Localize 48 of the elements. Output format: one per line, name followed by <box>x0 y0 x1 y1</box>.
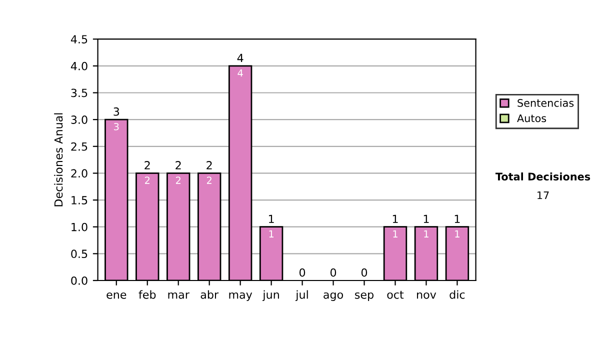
y-axis-title: Decisiones Anual <box>54 113 63 206</box>
text: 2.5 <box>71 142 88 151</box>
total-label: 1 <box>424 214 429 223</box>
x-tick-label: feb <box>138 290 156 299</box>
total-label: 3 <box>114 107 120 116</box>
x-tick-label: dic <box>450 290 465 299</box>
text: 17 <box>538 191 549 200</box>
legend-label: Autos <box>517 114 546 122</box>
text: 4.0 <box>70 62 88 70</box>
x-tick-label: jun <box>262 290 279 301</box>
data-label: 2 <box>144 176 150 184</box>
data-label: 4 <box>238 69 243 77</box>
total-label: 1 <box>268 214 274 223</box>
data-label: 2 <box>206 176 212 184</box>
text: 1.0 <box>72 222 88 232</box>
total-label: 1 <box>454 214 460 223</box>
total-label: 4 <box>237 54 244 62</box>
legend-label: Sentencias <box>518 98 574 107</box>
x-tick-label: mar <box>168 292 190 299</box>
total-label: 0 <box>330 268 336 277</box>
x-tick-label: oct <box>387 290 404 299</box>
total-label: 0 <box>299 268 306 277</box>
data-label: 1 <box>269 230 274 238</box>
total-label: 2 <box>176 161 181 170</box>
text: 3.5 <box>71 88 88 98</box>
total-label: 2 <box>206 161 212 170</box>
data-label: 1 <box>393 230 398 238</box>
total-label: 1 <box>392 214 398 223</box>
data-label: 1 <box>455 230 460 238</box>
data-label: 3 <box>114 122 119 130</box>
total-label: 2 <box>144 161 150 170</box>
x-tick-label: ene <box>106 292 126 299</box>
data-label: 1 <box>424 230 428 238</box>
text: 0.0 <box>71 276 88 285</box>
text: 2.0 <box>71 169 88 178</box>
text: 0.5 <box>71 250 88 258</box>
x-tick-label: nov <box>417 292 436 299</box>
x-tick-label: sep <box>355 292 374 301</box>
data-label: 2 <box>176 176 180 184</box>
text: 3.0 <box>71 116 88 124</box>
x-tick-label: abr <box>200 290 219 299</box>
x-tick-label: ago <box>324 292 343 301</box>
text: Total Decisiones <box>495 172 590 180</box>
x-tick-label: jul <box>295 290 308 301</box>
total-label: 0 <box>361 268 368 277</box>
text: 1.5 <box>72 196 88 204</box>
x-tick-label: may <box>229 292 252 301</box>
text: 4.5 <box>70 35 88 44</box>
